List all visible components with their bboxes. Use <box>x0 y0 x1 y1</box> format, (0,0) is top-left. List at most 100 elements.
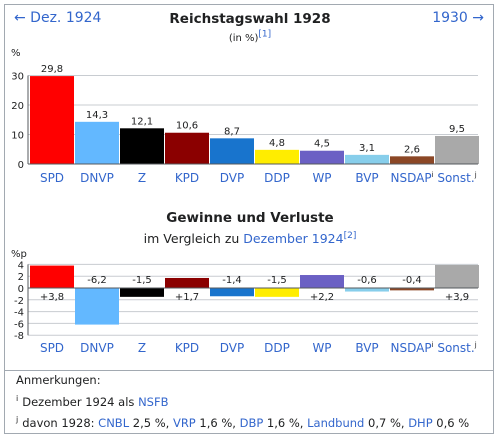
prev-election-link[interactable]: ← Dez. 1924 <box>14 10 102 26</box>
bar-z <box>120 288 164 297</box>
y-tick-label: -8 <box>14 331 24 342</box>
bar-dnvp <box>75 121 119 164</box>
data-label: 9,5 <box>449 124 465 135</box>
bar-nsdap <box>390 156 434 164</box>
data-label: 10,6 <box>176 121 198 132</box>
data-label: 14,3 <box>86 110 108 121</box>
notes: Anmerkungen: i Dezember 1924 als NSFB j dav… <box>16 372 469 432</box>
note-party-link[interactable]: DBP <box>239 415 264 430</box>
data-label: +3,9 <box>445 292 469 303</box>
category-label[interactable]: BVP <box>355 341 378 355</box>
category-label[interactable]: BVP <box>355 171 378 185</box>
bar-kpd <box>165 132 209 164</box>
data-label: -1,5 <box>132 275 152 286</box>
y-tick-label: 0 <box>18 284 24 295</box>
category-label[interactable]: Z <box>138 171 146 185</box>
y-tick-label: 2 <box>18 272 24 283</box>
bar-wp <box>300 150 344 164</box>
y-tick-label: 30 <box>11 72 24 83</box>
category-label[interactable]: KPD <box>175 171 199 185</box>
category-label[interactable]: DVP <box>220 171 244 185</box>
bar-dvp <box>210 288 254 297</box>
note-text: 2,5 %, <box>129 415 173 430</box>
bar-bvp <box>345 154 389 164</box>
results-chart: % 0 10 20 30 29,8 SPD 14,3 DNVP 12,1 Z 10,6 KPD 8,7 DV… <box>11 48 479 185</box>
data-label: -6,2 <box>87 275 107 286</box>
category-label[interactable]: DNVP <box>80 341 114 355</box>
y-tick-label: 20 <box>11 101 24 112</box>
y-tick-label: 0 <box>18 160 24 171</box>
category-label[interactable]: DNVP <box>80 171 114 185</box>
note-text: davon 1928: <box>22 415 99 430</box>
bar-z <box>120 128 164 164</box>
category-label[interactable]: DDP <box>264 341 290 355</box>
data-label: +2,2 <box>310 292 334 303</box>
note-party-link[interactable]: CNBL <box>98 415 130 430</box>
data-label: 29,8 <box>41 64 63 75</box>
note-party-link[interactable]: DHP <box>408 415 433 430</box>
bar-ddp <box>255 149 299 164</box>
note-party-link[interactable]: NSFB <box>138 394 169 409</box>
bar-wp <box>300 275 344 288</box>
note-text: 0,7 %, <box>364 415 409 430</box>
category-label[interactable]: SPD <box>40 341 64 355</box>
note-item: i Dezember 1924 als NSFB <box>16 390 469 411</box>
category-label[interactable]: WP <box>312 341 331 355</box>
bar-sonst <box>435 264 479 288</box>
bar-spd <box>30 76 74 164</box>
data-label: +1,7 <box>175 292 199 303</box>
results-title: Reichstagswahl 1928 <box>169 11 331 27</box>
gains-subtitle-text: im Vergleich zu <box>143 231 244 246</box>
notes-divider <box>5 370 493 371</box>
bar-dvp <box>210 138 254 164</box>
category-label[interactable]: Sonst.j <box>437 171 476 185</box>
y-axis-unit: % <box>11 48 21 59</box>
note-marker: i <box>16 393 19 403</box>
note-party-link[interactable]: VRP <box>172 415 196 430</box>
data-label: 8,7 <box>224 126 240 137</box>
bar-dnvp <box>75 288 119 325</box>
next-election-link[interactable]: 1930 → <box>432 10 484 26</box>
results-ref-link[interactable]: [1] <box>258 29 272 40</box>
category-label[interactable]: KPD <box>175 341 199 355</box>
results-unit: (in %) <box>228 33 259 44</box>
results-subtitle: (in %)[1] <box>0 29 500 44</box>
data-label: 4,5 <box>314 139 330 150</box>
data-label: 12,1 <box>131 116 153 127</box>
note-marker: j <box>16 414 19 424</box>
note-text: 0,6 % <box>432 415 470 430</box>
bar-kpd <box>165 277 209 288</box>
category-label[interactable]: DDP <box>264 171 290 185</box>
y-tick-label: -4 <box>14 308 24 319</box>
note-item: j davon 1928: CNBL 2,5 %, VRP 1,6 %, DBP … <box>16 411 469 432</box>
bar-sonst <box>435 135 479 164</box>
gains-ref-link[interactable]: [2] <box>343 230 357 241</box>
category-label[interactable]: NSDAPi <box>390 341 433 355</box>
note-text: 1,6 %, <box>263 415 308 430</box>
data-label: 2,6 <box>404 144 420 155</box>
y-tick-label: 10 <box>11 131 24 142</box>
bar-spd <box>30 265 74 288</box>
category-label[interactable]: NSDAPi <box>390 171 433 185</box>
note-party-link[interactable]: Landbund <box>307 415 365 430</box>
note-text: 1,6 %, <box>195 415 240 430</box>
gains-subtitle: im Vergleich zu Dezember 1924[2] <box>0 231 500 246</box>
notes-heading: Anmerkungen: <box>16 373 101 387</box>
category-label[interactable]: DVP <box>220 341 244 355</box>
data-label: -1,5 <box>267 275 287 286</box>
gains-compare-link[interactable]: Dezember 1924 <box>243 231 344 246</box>
category-label[interactable]: WP <box>312 171 331 185</box>
category-label[interactable]: Z <box>138 341 146 355</box>
y-tick-label: -2 <box>14 296 24 307</box>
note-text: Dezember 1924 als <box>22 394 139 409</box>
data-label: -0,6 <box>357 275 377 286</box>
y-axis-unit: %p <box>11 249 27 260</box>
bar-ddp <box>255 288 299 297</box>
category-label[interactable]: SPD <box>40 171 64 185</box>
data-label: +3,8 <box>40 292 64 303</box>
data-label: 3,1 <box>359 143 375 154</box>
gains-title: Gewinne und Verluste <box>166 210 334 226</box>
data-label: 4,8 <box>269 138 285 149</box>
category-label[interactable]: Sonst.j <box>437 341 476 355</box>
